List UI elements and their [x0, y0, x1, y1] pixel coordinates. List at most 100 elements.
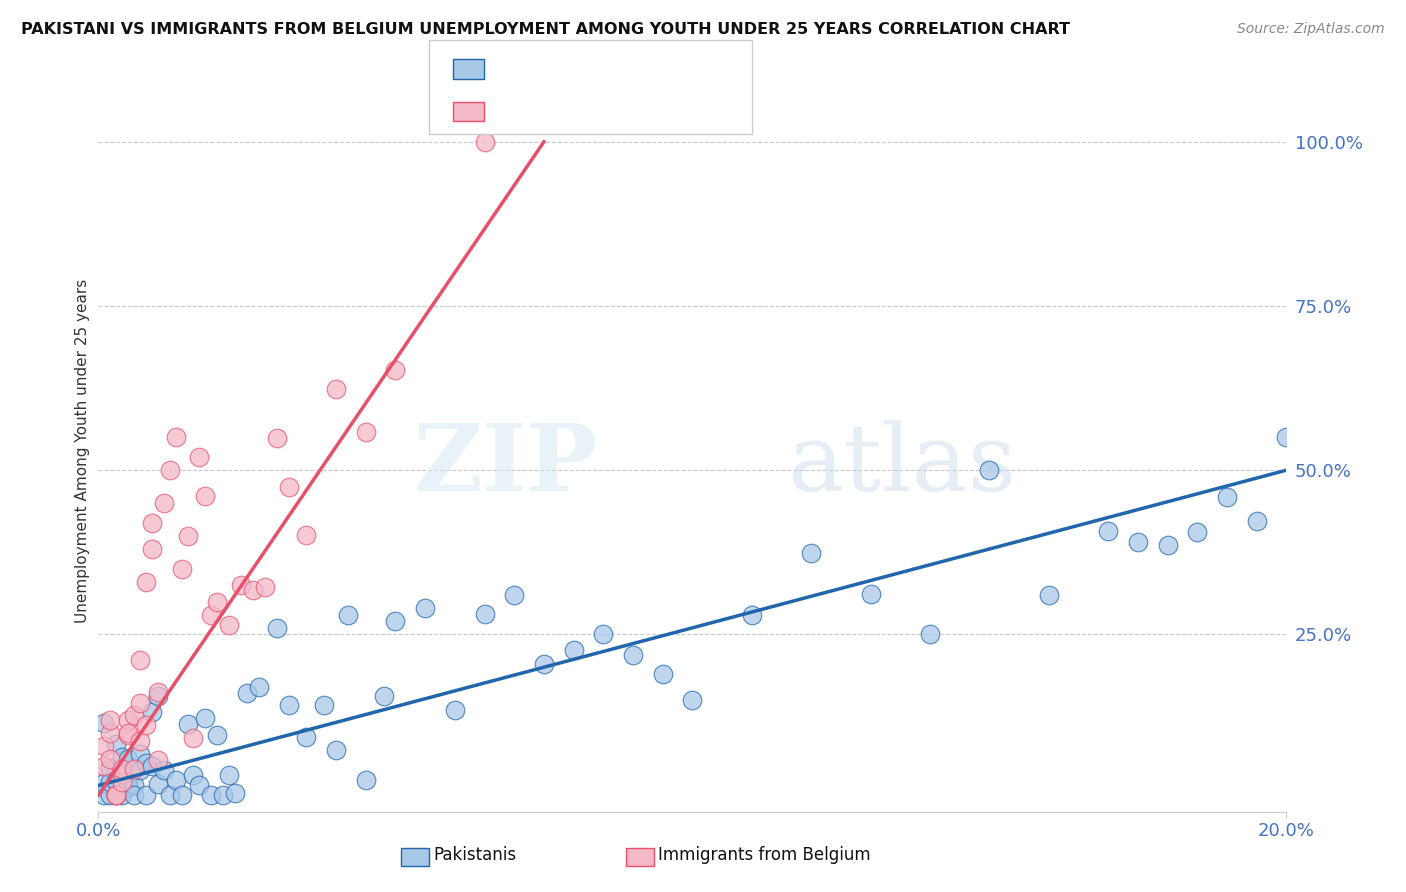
- Point: [159, 463, 181, 477]
- Point: [253, 580, 276, 594]
- Point: [98, 752, 121, 766]
- Point: [105, 789, 128, 803]
- Text: Immigrants from Belgium: Immigrants from Belgium: [658, 846, 870, 863]
- Point: [295, 527, 318, 541]
- Point: [443, 703, 465, 717]
- Text: R =: R =: [489, 102, 526, 120]
- Point: [152, 496, 174, 510]
- Point: [384, 614, 406, 628]
- Point: [129, 734, 152, 748]
- Point: [224, 786, 246, 800]
- Point: [129, 747, 152, 762]
- Point: [183, 731, 205, 746]
- Point: [474, 607, 496, 621]
- Point: [1156, 538, 1178, 552]
- Point: [170, 562, 193, 576]
- Point: [194, 490, 217, 504]
- Point: [135, 574, 157, 589]
- Point: [266, 431, 288, 445]
- Point: [165, 430, 187, 444]
- Point: [205, 594, 228, 608]
- Point: [325, 382, 347, 396]
- Point: [562, 643, 585, 657]
- Point: [681, 693, 703, 707]
- Point: [621, 648, 644, 662]
- Point: [111, 750, 134, 764]
- Point: [141, 516, 163, 530]
- Point: [135, 756, 157, 770]
- Point: [152, 763, 174, 777]
- Point: [93, 775, 115, 789]
- Point: [141, 541, 163, 556]
- Point: [413, 601, 436, 615]
- Text: 46: 46: [644, 102, 666, 120]
- Point: [146, 684, 169, 698]
- Point: [592, 627, 614, 641]
- Point: [98, 775, 121, 789]
- Point: [1246, 514, 1268, 528]
- Text: 0.460: 0.460: [531, 60, 583, 78]
- Point: [117, 713, 139, 727]
- Point: [188, 779, 211, 793]
- Point: [277, 480, 299, 494]
- Text: N =: N =: [602, 60, 638, 78]
- Point: [146, 690, 169, 704]
- Point: [117, 725, 139, 739]
- Point: [242, 583, 264, 598]
- Text: Source: ZipAtlas.com: Source: ZipAtlas.com: [1237, 22, 1385, 37]
- Point: [122, 789, 145, 803]
- Point: [105, 789, 128, 803]
- Point: [384, 363, 406, 377]
- Point: [141, 758, 163, 772]
- Point: [98, 789, 121, 803]
- Text: R =: R =: [489, 60, 526, 78]
- Point: [859, 587, 882, 601]
- Point: [146, 777, 169, 791]
- Point: [98, 726, 121, 740]
- Point: [474, 135, 496, 149]
- Point: [236, 686, 259, 700]
- Point: [1187, 524, 1209, 539]
- Point: [205, 728, 228, 742]
- Point: [135, 717, 157, 731]
- Point: [336, 607, 359, 622]
- Point: [194, 711, 217, 725]
- Y-axis label: Unemployment Among Youth under 25 years: Unemployment Among Youth under 25 years: [75, 278, 90, 623]
- Point: [105, 789, 128, 803]
- Point: [93, 789, 115, 803]
- Point: [266, 621, 288, 635]
- Point: [129, 653, 152, 667]
- Point: [314, 698, 336, 712]
- Point: [117, 780, 139, 794]
- Point: [188, 450, 211, 464]
- Point: [111, 789, 134, 803]
- Point: [800, 546, 823, 560]
- Point: [503, 588, 526, 602]
- Point: [1216, 490, 1239, 504]
- Point: [533, 657, 555, 671]
- Point: [98, 761, 121, 775]
- Point: [98, 713, 121, 727]
- Text: PAKISTANI VS IMMIGRANTS FROM BELGIUM UNEMPLOYMENT AMONG YOUTH UNDER 25 YEARS COR: PAKISTANI VS IMMIGRANTS FROM BELGIUM UNE…: [21, 22, 1070, 37]
- Point: [176, 529, 198, 543]
- Point: [105, 737, 128, 751]
- Point: [354, 772, 377, 787]
- Point: [200, 789, 222, 803]
- Point: [117, 752, 139, 766]
- Point: [129, 763, 152, 777]
- Point: [920, 626, 942, 640]
- Point: [1126, 534, 1149, 549]
- Point: [135, 789, 157, 803]
- Point: [200, 607, 222, 622]
- Point: [111, 763, 134, 777]
- Point: [1038, 588, 1060, 602]
- Point: [247, 680, 270, 694]
- Point: [1275, 430, 1298, 444]
- Point: [111, 775, 134, 789]
- Point: [165, 772, 187, 787]
- Point: [277, 698, 299, 712]
- Point: [122, 778, 145, 792]
- Point: [105, 773, 128, 788]
- Point: [354, 425, 377, 439]
- Point: [105, 789, 128, 803]
